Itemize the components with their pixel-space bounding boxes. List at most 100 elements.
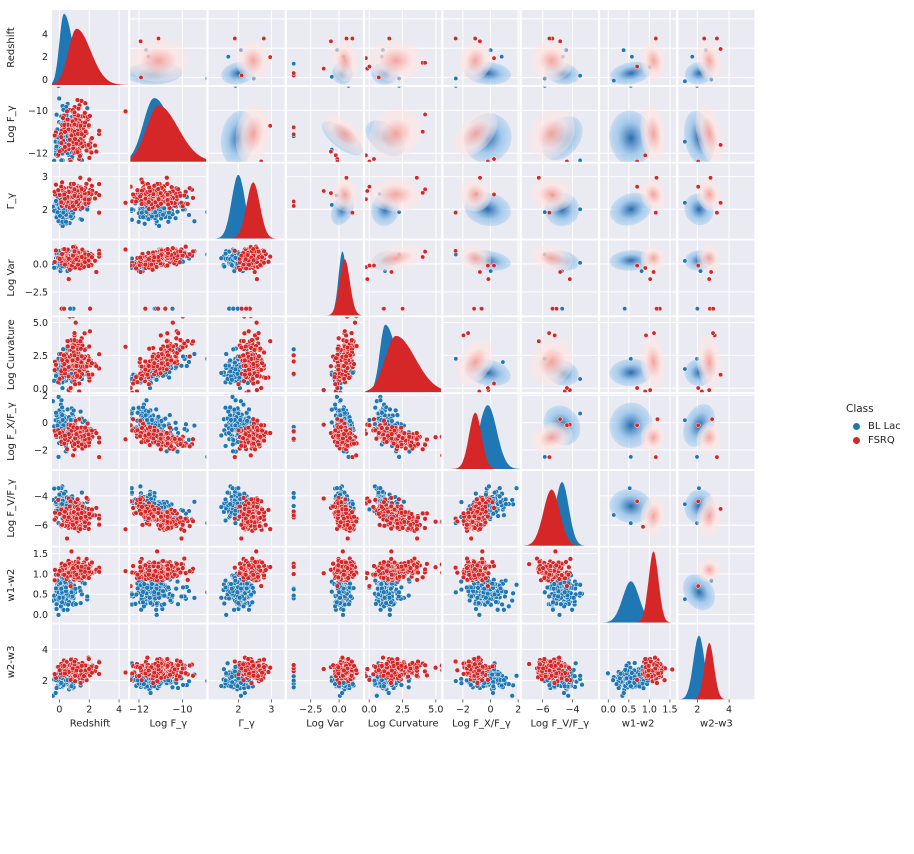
scatter-point-fsrq bbox=[87, 306, 93, 312]
scatter-point-fsrq bbox=[71, 330, 78, 336]
scatter-point-bl-lac bbox=[130, 410, 135, 417]
scatter-point-fsrq bbox=[71, 109, 78, 116]
scatter-point-fsrq bbox=[180, 344, 186, 351]
panel-content bbox=[682, 86, 724, 162]
scatter-point-fsrq bbox=[256, 353, 262, 359]
panel-LogFxFgamma-vs-Redshift: −202 bbox=[34, 391, 128, 469]
scatter-point-fsrq bbox=[82, 425, 88, 431]
scatter-point-bl-lac bbox=[191, 351, 198, 357]
scatter-point-fsrq bbox=[237, 267, 243, 273]
panel-LogVar-vs-LogFxFgamma bbox=[443, 240, 520, 316]
panel-LogVar-vs-w1w2 bbox=[600, 240, 677, 316]
kde-outlier-point-fsrq bbox=[557, 38, 563, 44]
scatter-point-fsrq bbox=[86, 263, 92, 269]
y-tick-label: −12 bbox=[28, 149, 48, 160]
scatter-point-bl-lac bbox=[246, 406, 252, 413]
kde-contour-fsrq bbox=[530, 40, 573, 81]
scatter-point-fsrq bbox=[71, 193, 78, 199]
scatter-point-fsrq bbox=[248, 356, 255, 362]
panel-content bbox=[609, 36, 667, 85]
kde-outlier-point-fsrq bbox=[291, 70, 297, 76]
scatter-point-fsrq bbox=[333, 355, 339, 361]
kde-outlier-point-fsrq bbox=[477, 38, 483, 44]
scatter-point-fsrq bbox=[137, 433, 143, 439]
scatter-point-bl-lac bbox=[204, 454, 207, 460]
scatter-point-fsrq bbox=[67, 267, 73, 273]
panel-content bbox=[291, 86, 363, 162]
scatter-point-bl-lac bbox=[52, 265, 57, 271]
scatter-point-fsrq bbox=[61, 191, 67, 198]
kde-outlier-point-fsrq bbox=[647, 276, 653, 282]
scatter-point-fsrq bbox=[190, 338, 196, 345]
panel-content bbox=[609, 245, 667, 312]
panel-LogFgamma-vs-LogFxFgamma bbox=[443, 86, 520, 162]
scatter-point-bl-lac bbox=[232, 397, 239, 403]
scatter-point-fsrq bbox=[96, 439, 102, 446]
scatter-point-bl-lac bbox=[67, 306, 73, 312]
kde-contour-fsrq bbox=[530, 245, 573, 272]
scatter-point-fsrq bbox=[245, 388, 252, 393]
scatter-point-fsrq bbox=[164, 338, 170, 344]
scatter-point-fsrq bbox=[243, 363, 249, 369]
scatter-point-fsrq bbox=[146, 346, 152, 352]
scatter-point-fsrq bbox=[52, 367, 58, 373]
panel-Redshift-vs-Gamma bbox=[208, 10, 285, 85]
kde-outlier-point-fsrq bbox=[567, 276, 573, 282]
scatter-point-fsrq bbox=[86, 155, 93, 161]
scatter-point-fsrq bbox=[65, 116, 71, 123]
panel-content bbox=[52, 13, 128, 85]
panel-content bbox=[52, 175, 128, 229]
scatter-point-fsrq bbox=[77, 338, 83, 344]
scatter-point-fsrq bbox=[180, 203, 186, 209]
scatter-point-fsrq bbox=[164, 361, 171, 367]
kde-outlier-point-bl-lac bbox=[488, 268, 494, 274]
scatter-point-fsrq bbox=[331, 374, 338, 380]
scatter-point-fsrq bbox=[57, 256, 63, 262]
kde-outlier-point-bl-lac bbox=[682, 366, 688, 372]
kde-contour-fsrq bbox=[368, 39, 424, 82]
kde-outlier-point-fsrq bbox=[701, 36, 707, 41]
y-tick-label: 4 bbox=[42, 29, 48, 40]
scatter-point-fsrq bbox=[250, 257, 257, 263]
kde-outlier-point-fsrq bbox=[718, 46, 724, 52]
kde-outlier-point-fsrq bbox=[461, 332, 466, 338]
scatter-point-fsrq bbox=[73, 199, 80, 205]
scatter-point-fsrq bbox=[67, 317, 73, 320]
scatter-point-fsrq bbox=[150, 435, 157, 442]
scatter-point-bl-lac bbox=[172, 420, 179, 426]
scatter-point-bl-lac bbox=[54, 422, 61, 429]
scatter-point-fsrq bbox=[238, 344, 244, 351]
scatter-point-fsrq bbox=[86, 343, 92, 350]
scatter-point-bl-lac bbox=[130, 206, 135, 212]
kde-outlier-point-fsrq bbox=[334, 159, 340, 162]
scatter-point-fsrq bbox=[148, 261, 154, 268]
kde-outlier-point-fsrq bbox=[654, 306, 660, 312]
scatter-point-fsrq bbox=[344, 317, 350, 320]
panel-content bbox=[682, 245, 722, 312]
scatter-point-bl-lac bbox=[169, 306, 176, 312]
kde-outlier-point-fsrq bbox=[328, 149, 334, 155]
kde-outlier-point-fsrq bbox=[550, 306, 555, 312]
scatter-point-fsrq bbox=[190, 195, 196, 201]
scatter-point-fsrq bbox=[65, 343, 71, 350]
panel-LogCurvature-vs-LogVar bbox=[286, 317, 363, 393]
panel-Gamma-vs-LogCurvature bbox=[365, 163, 442, 239]
panel-LogFxFgamma-vs-LogFgamma bbox=[130, 394, 207, 469]
scatter-point-fsrq bbox=[187, 251, 193, 257]
scatter-point-fsrq bbox=[137, 193, 143, 200]
scatter-point-fsrq bbox=[168, 443, 174, 449]
panel-content bbox=[365, 36, 428, 85]
kde-contour-fsrq bbox=[453, 111, 498, 157]
panel-Redshift-vs-LogFvFgamma bbox=[521, 10, 598, 85]
scatter-point-bl-lac bbox=[186, 359, 192, 365]
panel-content bbox=[130, 244, 207, 312]
scatter-point-fsrq bbox=[79, 254, 85, 260]
scatter-point-fsrq bbox=[82, 100, 88, 106]
kde-outlier-point-fsrq bbox=[699, 389, 705, 393]
kde-contour-fsrq bbox=[640, 103, 667, 162]
scatter-point-fsrq bbox=[79, 205, 86, 211]
kde-outlier-point-fsrq bbox=[138, 38, 144, 44]
kde-contour-fsrq bbox=[696, 334, 722, 390]
panel-LogVar-vs-LogVar bbox=[286, 240, 363, 316]
scatter-point-fsrq bbox=[353, 317, 359, 319]
